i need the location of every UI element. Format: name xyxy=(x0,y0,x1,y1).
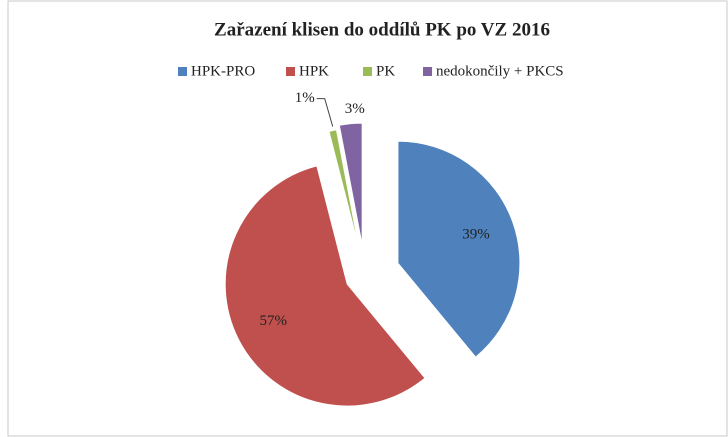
data-label: 57% xyxy=(260,313,288,329)
legend-swatch xyxy=(178,67,187,76)
pie-slice xyxy=(397,140,521,358)
legend-label: nedokončily + PKCS xyxy=(436,63,564,79)
legend-swatch xyxy=(363,67,372,76)
pie-slice xyxy=(328,129,360,250)
pie-slice xyxy=(338,122,363,246)
legend-label: PK xyxy=(376,63,395,79)
legend-swatch xyxy=(423,67,432,76)
legend-label: HPK xyxy=(299,63,329,79)
data-label: 1% xyxy=(295,90,315,106)
data-label: 39% xyxy=(462,226,490,242)
data-label: 3% xyxy=(345,101,365,117)
leader-line xyxy=(316,98,334,127)
pie-slice xyxy=(224,165,426,407)
legend-swatch xyxy=(286,67,295,76)
chart-title: Zařazení klisen do oddílů PK po VZ 2016 xyxy=(214,19,550,40)
legend-label: HPK-PRO xyxy=(191,63,255,79)
